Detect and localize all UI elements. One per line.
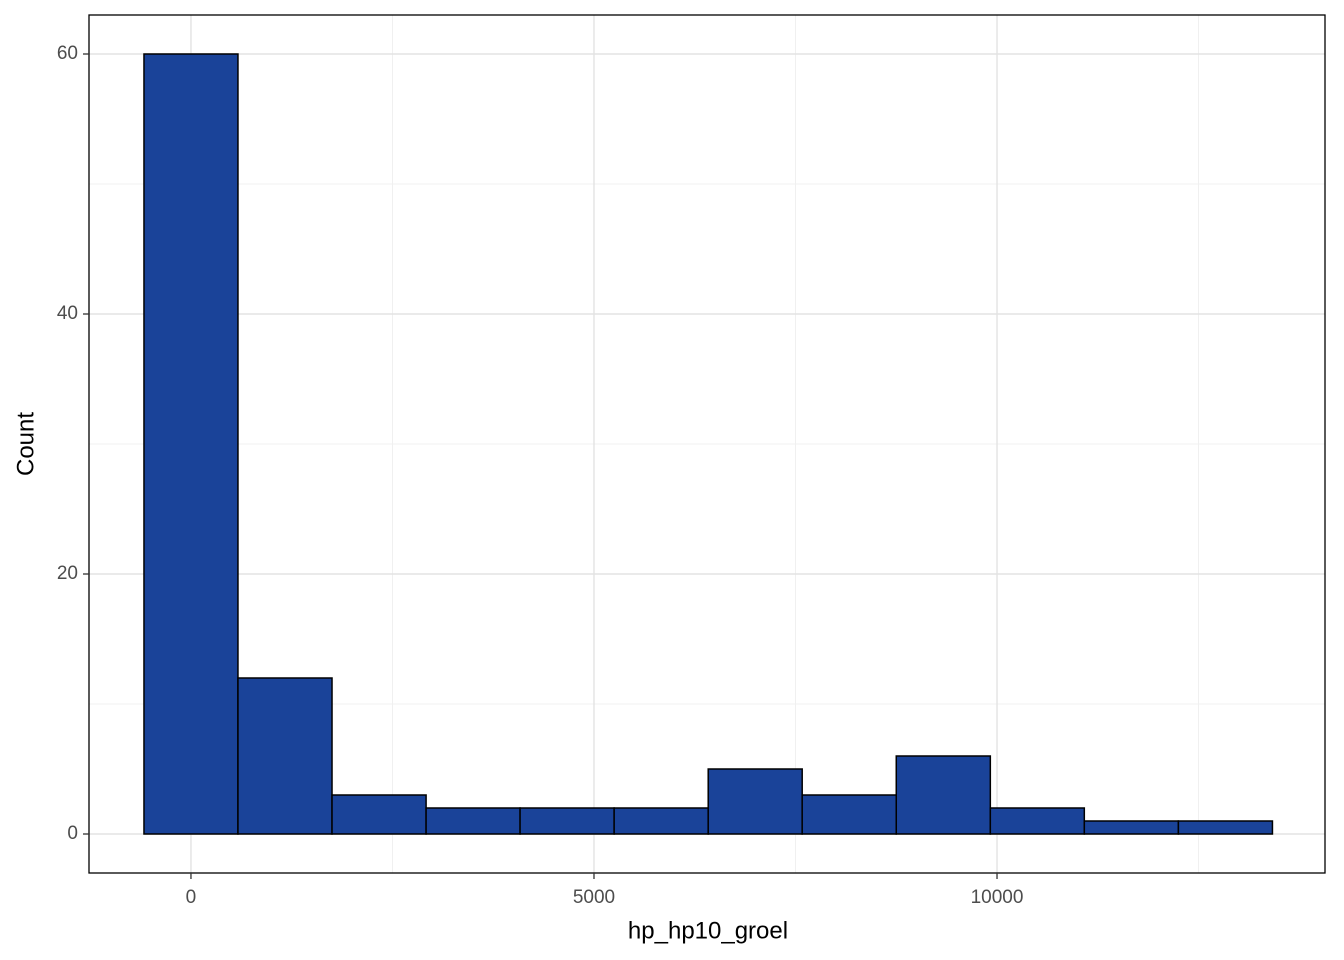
bar [895, 755, 992, 835]
bar [1083, 820, 1180, 835]
x-tick-label: 0 [186, 887, 197, 908]
y-tick-label: 0 [67, 823, 78, 844]
panel-border [88, 14, 1326, 874]
bar [707, 768, 803, 835]
bar [519, 807, 615, 835]
bar [237, 677, 333, 835]
x-tick-label: 5000 [573, 887, 615, 908]
y-tick-label: 40 [57, 303, 78, 324]
x-axis-title: hp_hp10_groel [628, 917, 788, 944]
bar [613, 807, 709, 835]
bar [801, 794, 898, 835]
x-tick-label: 10000 [971, 887, 1024, 908]
bar [425, 807, 521, 835]
bar [143, 53, 239, 835]
y-tick-label: 60 [57, 43, 78, 64]
bar [989, 807, 1086, 835]
y-tick-label: 20 [57, 563, 78, 584]
bars [143, 53, 1274, 835]
y-axis-title: Count [12, 412, 39, 476]
bar [1177, 820, 1274, 835]
bar [331, 794, 427, 835]
